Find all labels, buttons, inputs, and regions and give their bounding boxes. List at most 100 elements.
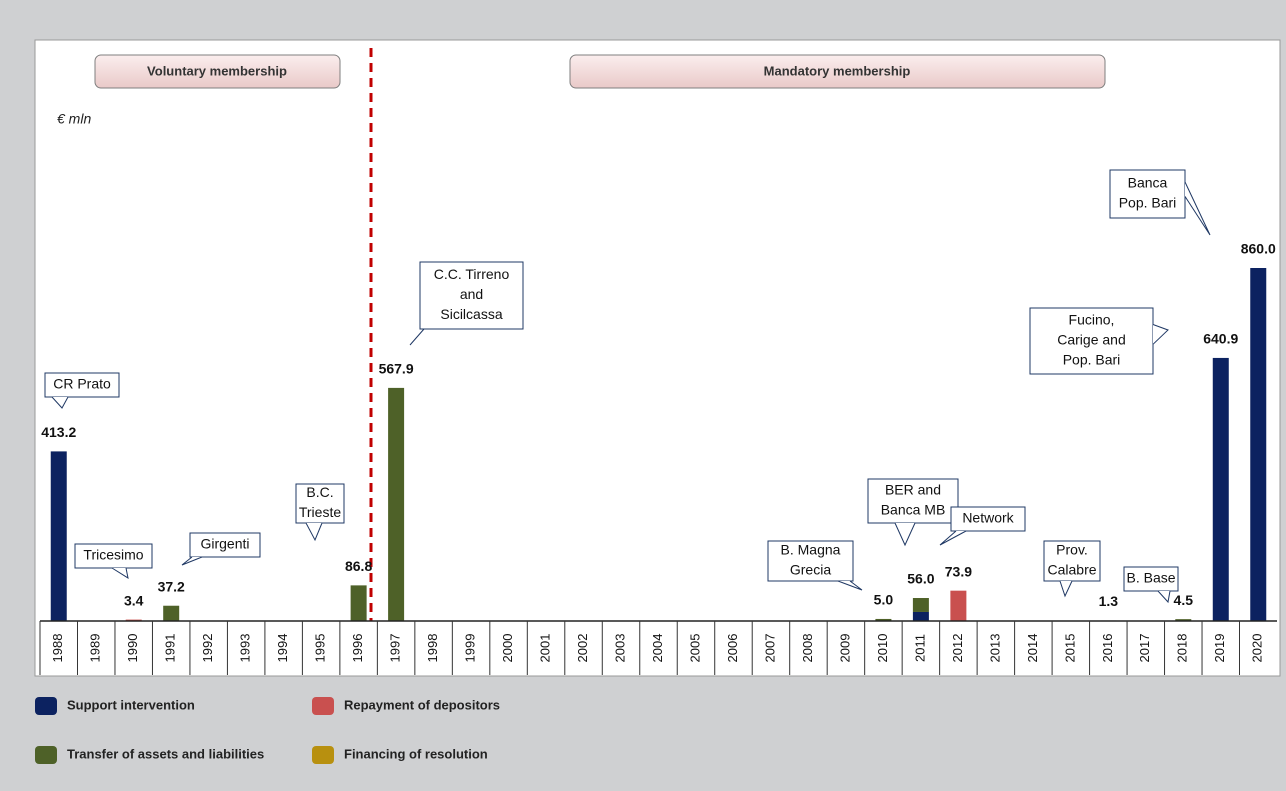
callout-tail [837,580,863,591]
data-label: 1.3 [1099,593,1119,609]
callout-text: CR Prato [53,376,111,392]
callout-box [1043,540,1101,582]
data-label: 860.0 [1241,241,1276,257]
data-label: 4.5 [1174,592,1194,608]
x-tick-label: 2003 [612,634,627,663]
bar-segment [50,451,67,621]
x-tick-label: 2004 [650,634,665,663]
x-tick-label: 2001 [537,634,552,663]
callout-tail [1152,324,1169,345]
bar-segment [1212,357,1229,621]
x-tick-label: 2012 [950,634,965,663]
callout-text: and [460,286,483,302]
callout-text: Banca [1128,175,1168,191]
x-tick-label: 2005 [687,634,702,663]
bar-segment [163,605,180,621]
x-tick-label: 1999 [463,634,478,663]
x-tick-label: 1995 [313,634,328,663]
bar-segment [1175,619,1192,621]
callout-text: Trieste [299,504,341,520]
legend-label: Repayment of depositors [344,697,500,712]
callout-text: Calabre [1047,562,1096,578]
x-tick-label: 2020 [1250,634,1265,663]
data-label: 3.4 [124,592,144,608]
legend-label: Support intervention [67,697,195,712]
x-tick-label: 2014 [1025,634,1040,663]
legend-swatch [35,697,57,715]
data-label: 640.9 [1203,331,1238,347]
x-tick-label: 2002 [575,634,590,663]
callout-tail [939,530,967,546]
legend-swatch [35,746,57,764]
data-label: 5.0 [874,592,894,608]
x-tick-label: 2015 [1062,634,1077,663]
callout-box [44,372,120,398]
period-label: Voluntary membership [147,63,287,78]
callout-box [189,532,261,558]
period-box [94,54,341,89]
x-tick-label: 2010 [875,634,890,663]
legend-swatch [312,746,334,764]
bar-segment [912,598,929,612]
x-tick-label: 1989 [88,634,103,663]
callout-tail [409,328,425,346]
bar-segment [388,387,405,621]
x-tick-label: 1997 [388,634,403,663]
x-tick-label: 2007 [762,634,777,663]
data-label: 73.9 [945,563,972,579]
callout-text: B. Base [1126,570,1175,586]
x-tick-label: 1993 [238,634,253,663]
x-tick-label: 2000 [500,634,515,663]
x-tick-label: 1990 [125,634,140,663]
callout-box [1123,566,1179,592]
x-tick-label: 1991 [163,634,178,663]
data-label: 56.0 [907,571,934,587]
data-label: 37.2 [158,578,185,594]
legend-swatch [312,697,334,715]
callout-tail [181,556,203,566]
callout-box [767,540,854,582]
bar-segment [950,590,967,621]
callout-tail [1059,580,1073,598]
x-tick-label: 2018 [1175,634,1190,663]
callout-box [950,506,1026,532]
callout-box [1029,307,1154,375]
x-tick-label: 1998 [425,634,440,663]
callout-tail [111,567,129,580]
data-label: 567.9 [379,361,414,377]
callout-text: Girgenti [200,536,249,552]
callout-text: Grecia [790,562,831,578]
callout-text: Pop. Bari [1063,352,1121,368]
x-tick-label: 2016 [1100,634,1115,663]
callout-text: C.C. Tirreno [434,266,510,282]
callout-text: Pop. Bari [1119,195,1177,211]
callout-text: Banca MB [881,502,946,518]
x-tick-label: 2019 [1212,634,1227,663]
callout-text: B.C. [306,484,333,500]
x-tick-label: 1992 [200,634,215,663]
callout-tail [51,396,69,409]
bar-segment [875,618,892,621]
callout-tail [1184,181,1211,236]
x-tick-label: 2011 [912,634,927,662]
callout-text: B. Magna [781,542,841,558]
bar-segment [912,611,929,621]
callout-text: Network [962,510,1014,526]
x-tick-label: 1996 [350,634,365,663]
callout-text: Sicilcassa [440,306,502,322]
period-label: Mandatory membership [764,63,911,78]
data-label: 86.8 [345,558,372,574]
x-tick-label: 1988 [50,634,65,663]
x-tick-label: 2013 [987,634,1002,663]
x-tick-label: 2009 [837,634,852,663]
legend-label: Transfer of assets and liabilities [67,746,264,761]
callout-text: BER and [885,482,941,498]
callout-text: Prov. [1056,542,1088,558]
bar-segment [350,585,367,621]
callout-tail [1157,590,1171,604]
data-label: 413.2 [41,424,76,440]
unit-label: € mln [57,111,91,127]
callout-text: Fucino, [1069,312,1115,328]
